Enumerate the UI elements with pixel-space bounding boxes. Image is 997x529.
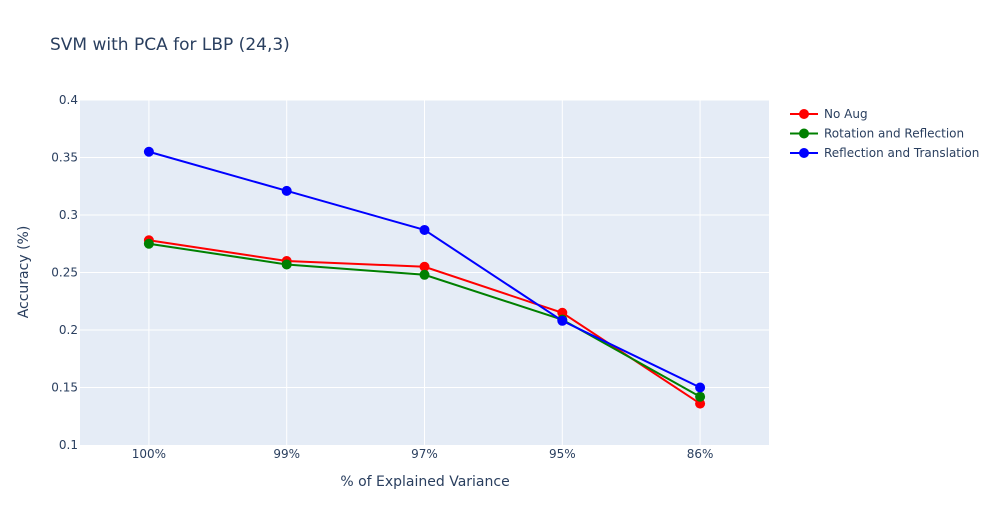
x-tick-label: 95% xyxy=(549,447,576,461)
data-point xyxy=(143,146,154,157)
x-tick-label: 100% xyxy=(132,447,166,461)
data-point xyxy=(419,269,430,280)
legend-item: Rotation and Reflection xyxy=(790,127,964,141)
legend-swatch-marker xyxy=(799,128,809,139)
y-axis-tick-labels: 0.1 0.15 0.2 0.25 0.3 0.35 0.4 xyxy=(51,93,78,452)
data-point xyxy=(281,259,292,270)
legend-item: Reflection and Translation xyxy=(790,146,979,160)
y-tick-label: 0.4 xyxy=(59,93,78,107)
y-tick-label: 0.1 xyxy=(59,438,78,452)
x-axis-tick-labels: 100% 99% 97% 95% 86% xyxy=(132,447,714,461)
legend: No Aug Rotation and Reflection Reflection … xyxy=(790,107,979,160)
x-axis-title: % of Explained Variance xyxy=(340,474,509,490)
data-point xyxy=(419,261,430,272)
legend-swatch-marker xyxy=(799,109,809,119)
series-3 xyxy=(143,146,706,393)
data-point xyxy=(557,315,568,326)
data-point xyxy=(695,382,706,393)
legend-label: Reflection and Translation xyxy=(824,146,979,160)
x-tick-label: 97% xyxy=(411,447,438,461)
y-tick-label: 0.25 xyxy=(51,266,78,280)
series-layer xyxy=(143,146,706,409)
legend-label: No Aug xyxy=(824,107,868,121)
data-point xyxy=(695,398,706,409)
data-point xyxy=(557,307,568,318)
y-tick-label: 0.15 xyxy=(51,381,78,395)
y-tick-label: 0.35 xyxy=(51,151,78,165)
data-point xyxy=(695,391,706,402)
chart-title: SVM with PCA for LBP (24,3) xyxy=(50,35,290,55)
legend-swatch-marker xyxy=(799,148,809,158)
x-tick-label: 99% xyxy=(273,447,300,461)
y-axis-title: Accuracy (%) xyxy=(16,226,32,319)
legend-item: No Aug xyxy=(790,107,868,121)
data-point xyxy=(419,224,430,235)
legend-label: Rotation and Reflection xyxy=(824,127,964,141)
data-point xyxy=(281,185,292,196)
y-tick-label: 0.3 xyxy=(59,208,78,222)
data-point xyxy=(143,238,154,249)
x-tick-label: 86% xyxy=(687,447,714,461)
y-tick-label: 0.2 xyxy=(59,323,78,337)
